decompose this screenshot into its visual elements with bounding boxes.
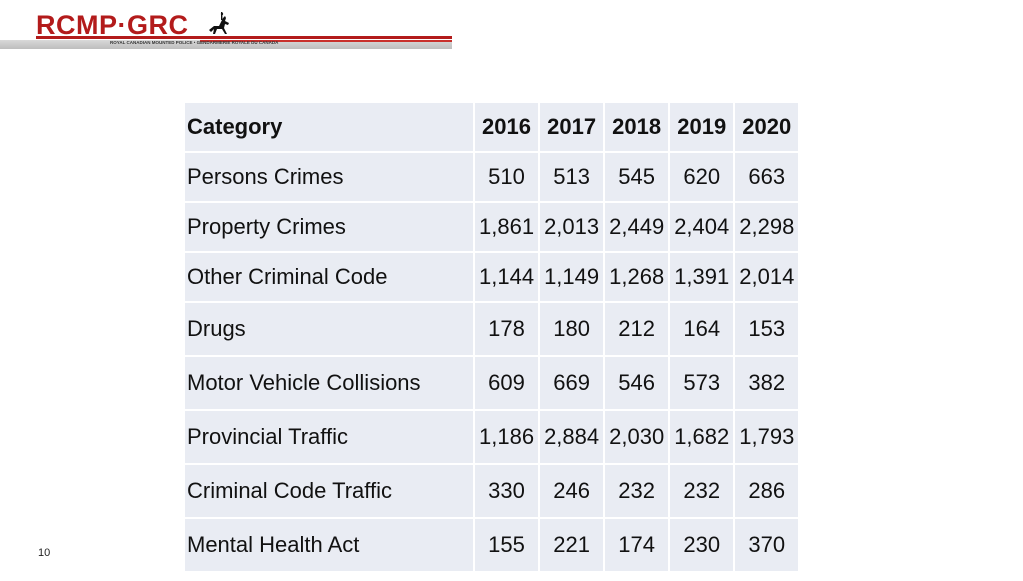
crime-statistics-table: Category 2016 2017 2018 2019 2020 Person… xyxy=(183,101,800,573)
row-category: Drugs xyxy=(185,303,473,355)
header-grey-bar xyxy=(0,40,452,49)
row-value: 1,268 xyxy=(605,253,669,301)
row-value: 286 xyxy=(735,465,799,517)
row-value: 370 xyxy=(735,519,799,571)
row-value: 180 xyxy=(540,303,604,355)
row-value: 212 xyxy=(605,303,669,355)
row-value: 1,861 xyxy=(475,203,539,251)
row-value: 513 xyxy=(540,153,604,201)
row-category: Other Criminal Code xyxy=(185,253,473,301)
row-value: 153 xyxy=(735,303,799,355)
rcmp-logo: RCMP·GRC xyxy=(36,10,189,40)
row-value: 510 xyxy=(475,153,539,201)
row-value: 1,186 xyxy=(475,411,539,463)
row-value: 164 xyxy=(670,303,734,355)
column-header: 2020 xyxy=(735,103,799,151)
row-value: 573 xyxy=(670,357,734,409)
table-row: Motor Vehicle Collisions 609 669 546 573… xyxy=(185,357,799,409)
mounted-police-icon xyxy=(209,12,229,34)
row-value: 663 xyxy=(735,153,799,201)
row-value: 1,391 xyxy=(670,253,734,301)
row-category: Criminal Code Traffic xyxy=(185,465,473,517)
row-category: Mental Health Act xyxy=(185,519,473,571)
table-row: Mental Health Act 155 221 174 230 370 xyxy=(185,519,799,571)
row-category: Persons Crimes xyxy=(185,153,473,201)
row-value: 609 xyxy=(475,357,539,409)
row-category: Provincial Traffic xyxy=(185,411,473,463)
table-row: Drugs 178 180 212 164 153 xyxy=(185,303,799,355)
logo-subtext: ROYAL CANADIAN MOUNTED POLICE • GENDARME… xyxy=(110,40,279,45)
row-value: 246 xyxy=(540,465,604,517)
header-banner: RCMP·GRC ROYAL CANADIAN MOUNTED POLICE •… xyxy=(0,0,455,55)
row-value: 2,449 xyxy=(605,203,669,251)
row-value: 2,013 xyxy=(540,203,604,251)
row-value: 1,149 xyxy=(540,253,604,301)
header-red-rule-secondary xyxy=(200,40,452,42)
row-value: 1,144 xyxy=(475,253,539,301)
table-header-row: Category 2016 2017 2018 2019 2020 xyxy=(185,103,799,151)
table-row: Property Crimes 1,861 2,013 2,449 2,404 … xyxy=(185,203,799,251)
row-value: 232 xyxy=(670,465,734,517)
row-category: Motor Vehicle Collisions xyxy=(185,357,473,409)
header-red-rule xyxy=(36,36,452,39)
column-header: 2018 xyxy=(605,103,669,151)
row-value: 1,682 xyxy=(670,411,734,463)
row-value: 546 xyxy=(605,357,669,409)
column-header: Category xyxy=(185,103,473,151)
column-header: 2019 xyxy=(670,103,734,151)
row-value: 232 xyxy=(605,465,669,517)
table-row: Persons Crimes 510 513 545 620 663 xyxy=(185,153,799,201)
row-value: 669 xyxy=(540,357,604,409)
row-value: 2,298 xyxy=(735,203,799,251)
row-value: 174 xyxy=(605,519,669,571)
row-value: 155 xyxy=(475,519,539,571)
table-row: Other Criminal Code 1,144 1,149 1,268 1,… xyxy=(185,253,799,301)
row-value: 382 xyxy=(735,357,799,409)
column-header: 2016 xyxy=(475,103,539,151)
row-value: 330 xyxy=(475,465,539,517)
row-value: 2,404 xyxy=(670,203,734,251)
table-row: Provincial Traffic 1,186 2,884 2,030 1,6… xyxy=(185,411,799,463)
row-value: 2,030 xyxy=(605,411,669,463)
row-category: Property Crimes xyxy=(185,203,473,251)
row-value: 178 xyxy=(475,303,539,355)
table-row: Criminal Code Traffic 330 246 232 232 28… xyxy=(185,465,799,517)
row-value: 620 xyxy=(670,153,734,201)
column-header: 2017 xyxy=(540,103,604,151)
page-number: 10 xyxy=(38,547,51,559)
row-value: 545 xyxy=(605,153,669,201)
row-value: 2,884 xyxy=(540,411,604,463)
row-value: 2,014 xyxy=(735,253,799,301)
row-value: 230 xyxy=(670,519,734,571)
row-value: 1,793 xyxy=(735,411,799,463)
row-value: 221 xyxy=(540,519,604,571)
